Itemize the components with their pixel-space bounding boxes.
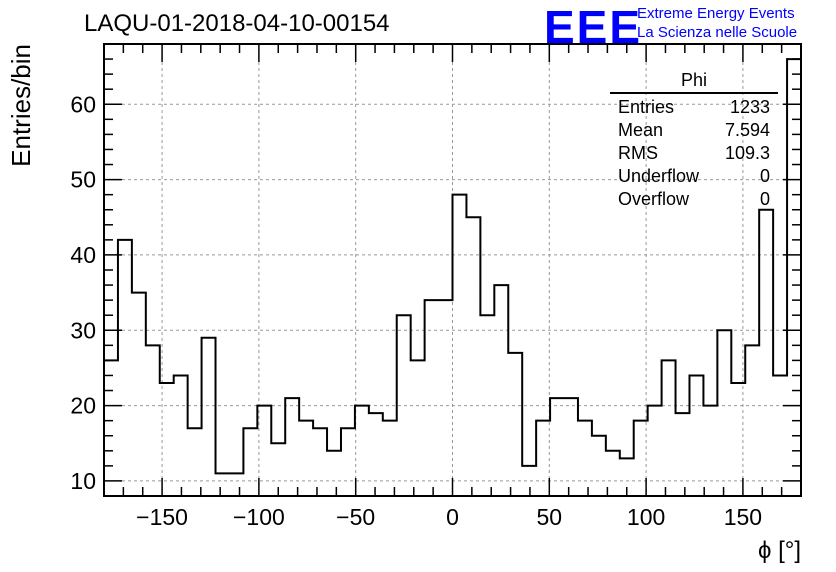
histogram-bin [578,421,592,496]
histogram-bin [689,375,703,496]
histogram-bin [703,406,717,496]
x-tick-label: 150 [724,504,762,530]
logo-caption-line2: La Scienza nelle Scuole [637,24,798,41]
histogram-bin [202,338,216,496]
histogram-bin [118,240,132,496]
histogram-bin [508,353,522,496]
stats-label: Mean [618,120,664,140]
stats-row-mean: Mean 7.594 [610,119,778,142]
histogram-bin [592,436,606,496]
histogram-bin [425,300,439,496]
stats-value: 1233 [729,97,770,117]
stats-value: 0 [759,189,770,209]
histogram-bin [773,375,787,496]
x-tick-label: −100 [233,504,285,530]
histogram-bin [341,428,355,496]
histogram-bin [132,293,146,496]
x-tick-label: −150 [136,504,188,530]
histogram-bin [662,360,676,496]
stats-box: Phi Entries 1233 Mean 7.594 RMS 109.3 Un… [610,70,778,211]
histogram-bin [759,210,773,496]
stats-label: RMS [618,143,658,163]
stats-box-title: Phi [610,70,778,94]
y-axis-label: Entries/bin [6,44,36,167]
stats-label: Entries [618,97,675,117]
y-tick-label: 30 [70,317,96,343]
stats-value: 109.3 [724,143,770,163]
x-tick-label: −50 [336,504,375,530]
stats-row-entries: Entries 1233 [610,96,778,119]
chart-title: LAQU-01-2018-04-10-00154 [84,10,390,37]
logo-caption-line1: Extreme Energy Events [637,5,795,22]
histogram-bin [104,360,118,496]
x-tick-label: 0 [446,504,459,530]
histogram-bin [146,345,160,496]
histogram-bin [299,421,313,496]
logo-caption: Extreme Energy Events La Scienza nelle S… [637,4,797,42]
histogram-bin [494,285,508,496]
histogram-bin [313,428,327,496]
histogram-bin [383,421,397,496]
histogram-bin [787,59,801,496]
x-tick-label: 50 [537,504,563,530]
histogram-bin [355,406,369,496]
y-tick-label: 40 [70,242,96,268]
x-axis-label: ϕ [°] [758,537,801,564]
histogram-bin [229,473,243,496]
histogram-bin [717,330,731,496]
histogram-bin [216,473,230,496]
histogram-bin [648,406,662,496]
stats-label: Overflow [618,189,690,209]
histogram-bin [327,451,341,496]
y-tick-label: 20 [70,393,96,419]
histogram-bin [243,428,257,496]
stats-row-rms: RMS 109.3 [610,142,778,165]
histogram-bin [174,375,188,496]
histogram-bin [439,300,453,496]
y-tick-label: 60 [70,91,96,117]
y-tick-label: 50 [70,167,96,193]
histogram-bin [369,413,383,496]
y-tick-label: 10 [70,468,96,494]
histogram-bin [411,360,425,496]
stats-row-underflow: Underflow 0 [610,165,778,188]
histogram-bin [676,413,690,496]
stats-row-overflow: Overflow 0 [610,188,778,211]
histogram-bin [536,421,550,496]
stats-label: Underflow [618,166,700,186]
histogram-bin [745,345,759,496]
histogram-bin [466,217,480,496]
histogram-bin [453,195,467,496]
stats-value: 7.594 [724,120,770,140]
histogram-bin [188,428,202,496]
histogram-series-line [104,58,801,475]
stats-value: 0 [759,166,770,186]
x-tick-label: 100 [627,504,665,530]
